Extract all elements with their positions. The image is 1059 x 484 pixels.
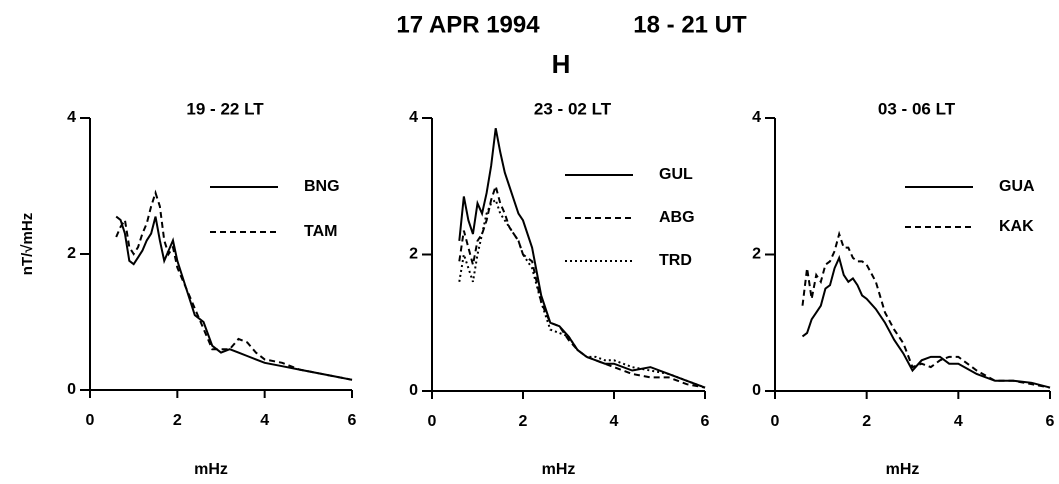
series-line <box>458 128 706 389</box>
x-tick-label: 2 <box>519 413 528 430</box>
y-tick-label: 4 <box>67 109 76 126</box>
y-tick-label: 2 <box>752 246 761 263</box>
x-tick-label: 4 <box>260 412 269 429</box>
x-tick-label: 2 <box>862 413 871 430</box>
x-tick-label: 4 <box>610 413 619 430</box>
y-tick-label: 0 <box>67 381 76 398</box>
series-line <box>115 215 353 381</box>
panel-title: 19 - 22 LT <box>186 99 264 118</box>
x-tick-label: 6 <box>348 412 357 429</box>
figure-title: 17 APR 1994 <box>396 11 540 38</box>
x-axis-label: mHz <box>886 461 920 478</box>
y-tick-label: 2 <box>409 246 418 263</box>
x-axis-label: mHz <box>194 461 228 478</box>
x-axis-label: mHz <box>542 461 576 478</box>
y-tick-label: 0 <box>752 382 761 399</box>
panel-title: 23 - 02 LT <box>534 99 612 118</box>
x-tick-label: 0 <box>86 412 95 429</box>
legend-label: GUA <box>999 178 1035 195</box>
y-axis-label: nT/√mHz <box>19 213 36 275</box>
legend-label: KAK <box>999 218 1034 235</box>
y-tick-label: 4 <box>409 109 418 126</box>
legend-label: BNG <box>304 178 340 195</box>
x-tick-label: 2 <box>173 412 182 429</box>
y-tick-label: 2 <box>67 245 76 262</box>
legend-label: TAM <box>304 223 337 240</box>
x-tick-label: 6 <box>1046 413 1055 430</box>
legend-label: TRD <box>659 252 692 269</box>
x-tick-label: 0 <box>771 413 780 430</box>
y-tick-label: 0 <box>409 382 418 399</box>
y-tick-label: 4 <box>752 109 761 126</box>
component-label: H <box>552 49 571 79</box>
legend-label: ABG <box>659 209 695 226</box>
x-tick-label: 6 <box>701 413 710 430</box>
series-line <box>801 254 1051 389</box>
panel-title: 03 - 06 LT <box>878 99 956 118</box>
series-line <box>458 198 706 389</box>
figure-time: 18 - 21 UT <box>633 11 747 38</box>
series-line <box>458 182 706 389</box>
x-tick-label: 0 <box>428 413 437 430</box>
x-tick-label: 4 <box>954 413 963 430</box>
legend-label: GUL <box>659 166 693 183</box>
series-line <box>115 189 353 381</box>
